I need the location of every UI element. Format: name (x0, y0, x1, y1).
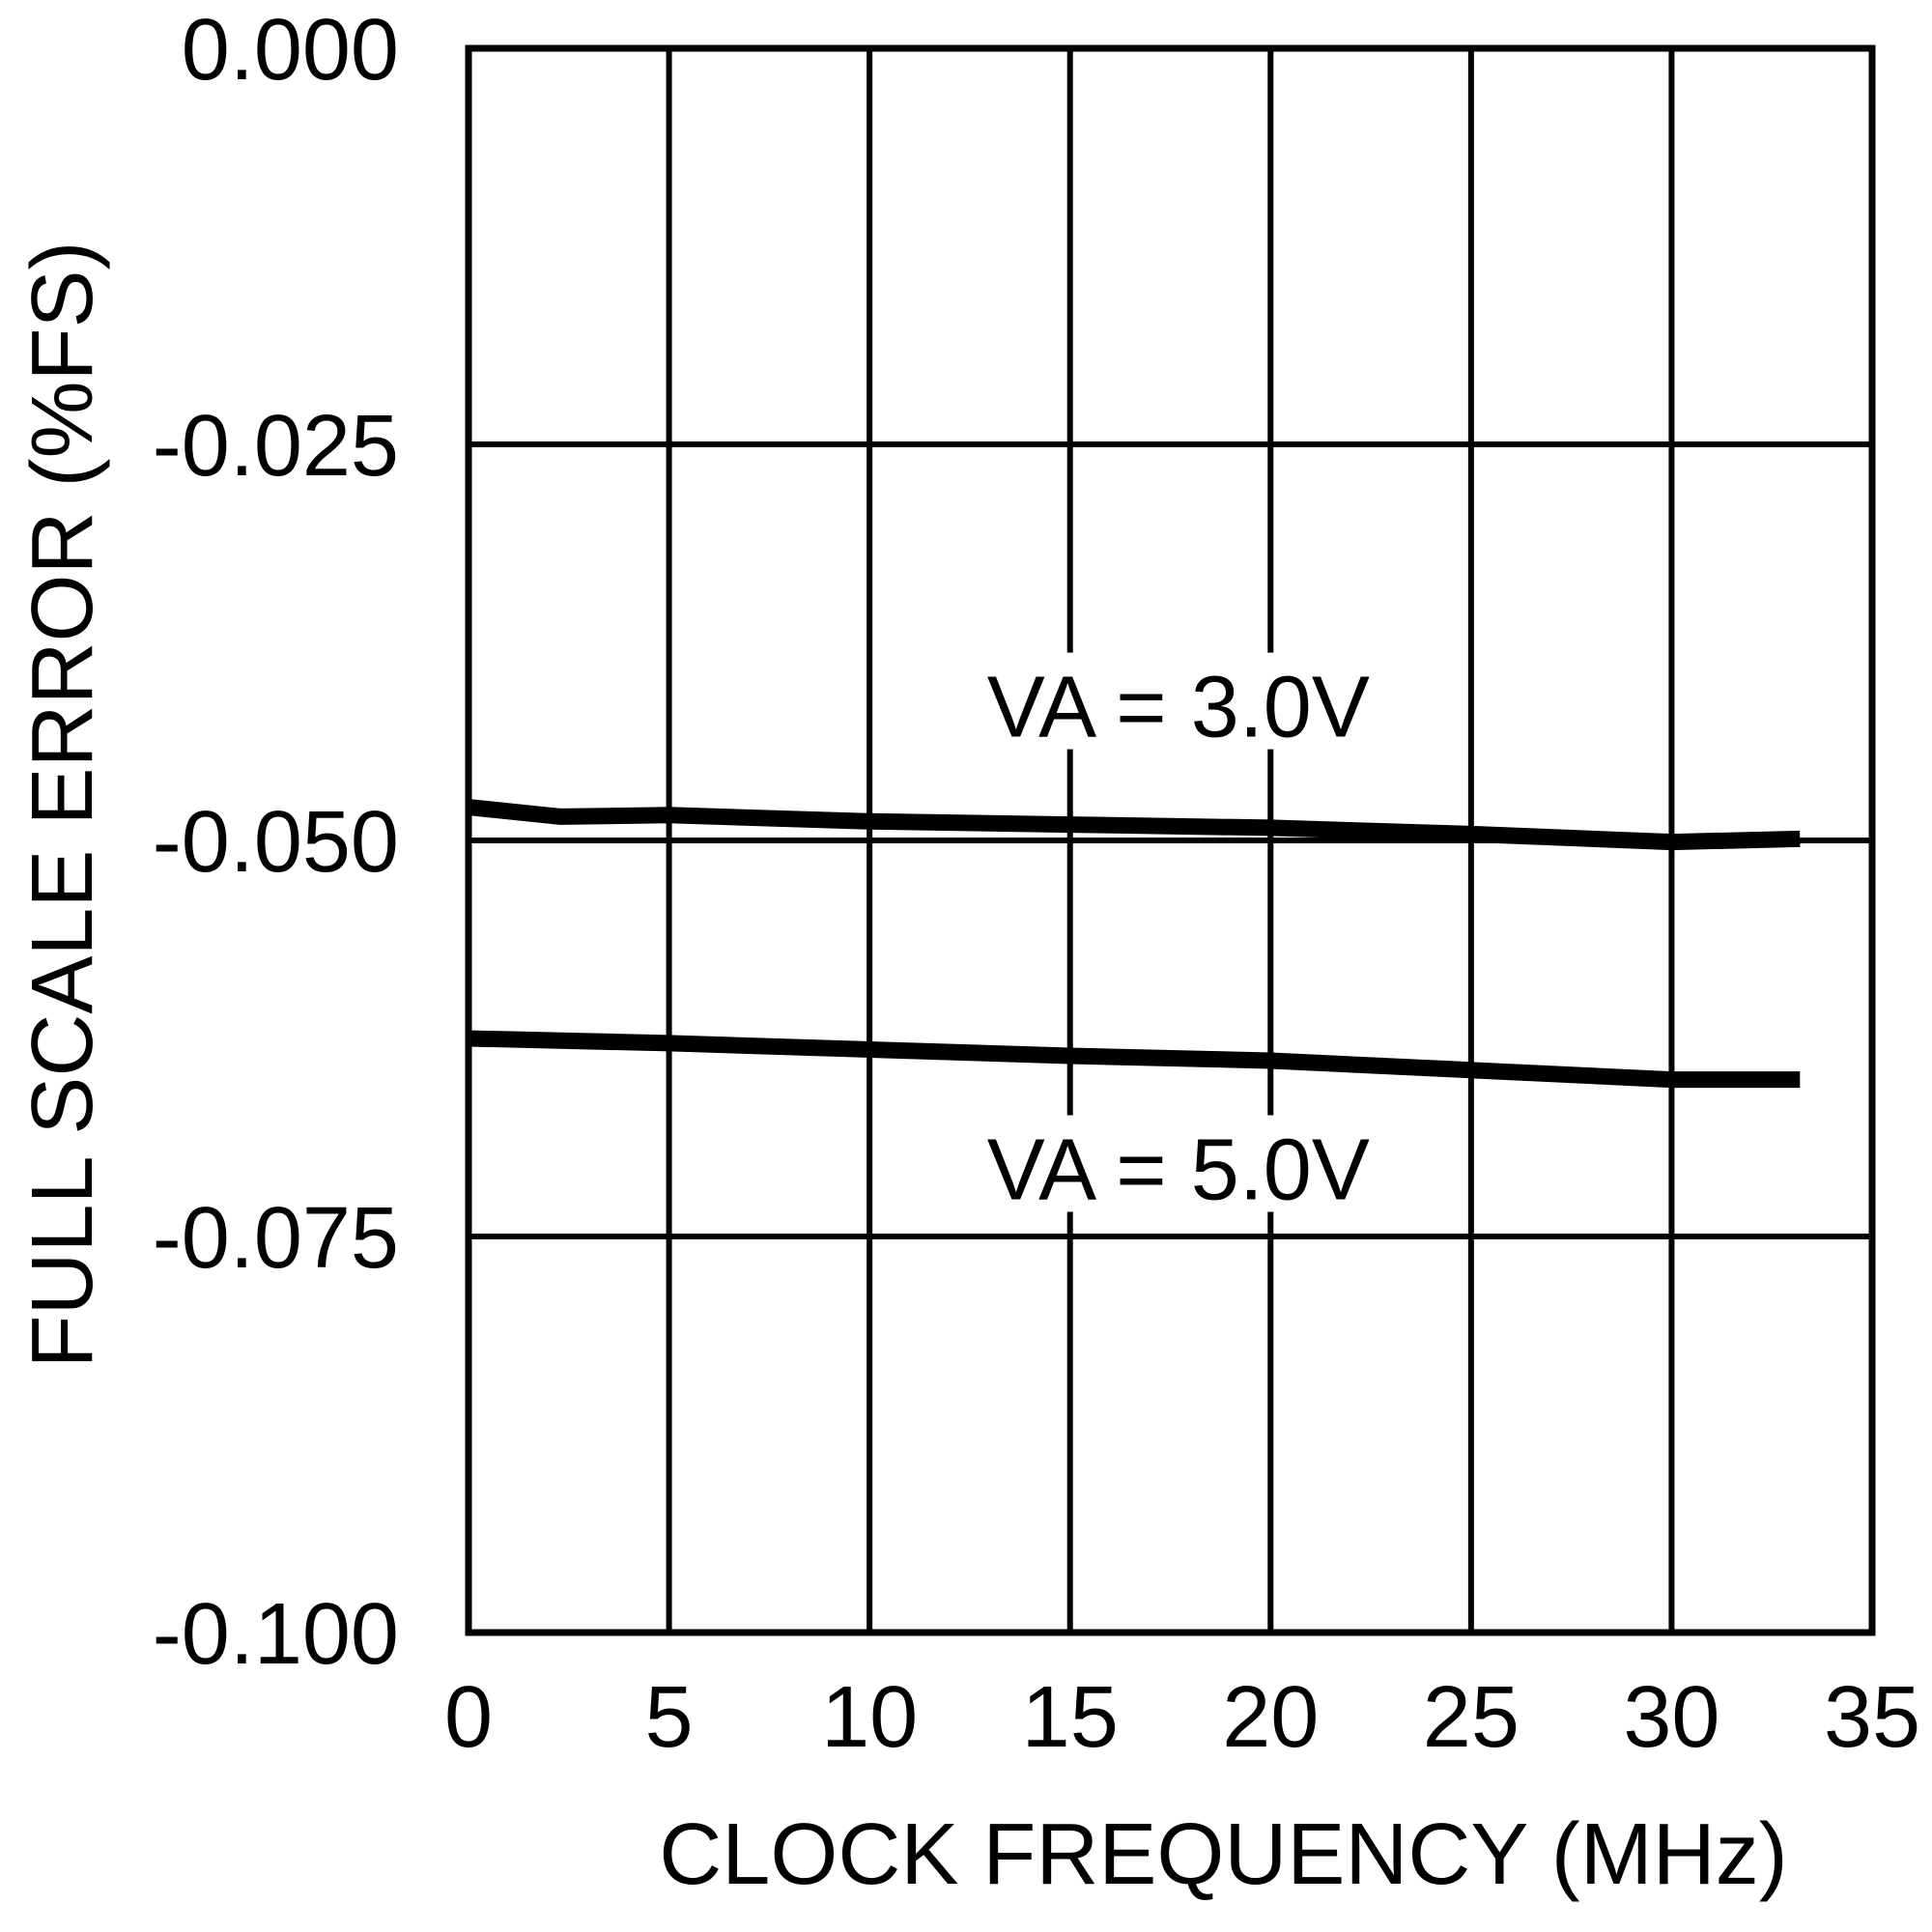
x-tick-label: 35 (1824, 1669, 1920, 1766)
annotations: VA = 3.0V VA = 5.0V (970, 652, 1386, 1218)
series-line-va-3v (468, 799, 1801, 851)
series-line-va-5v (468, 1030, 1801, 1089)
annotation-background (970, 1115, 1386, 1212)
y-tick-label: -0.050 (153, 794, 399, 891)
plot-frame (465, 44, 1876, 1636)
y-tick-label: 0.000 (182, 2, 399, 99)
x-tick-label: 10 (821, 1669, 918, 1766)
y-tick-label: -0.100 (153, 1586, 399, 1683)
y-tick-label: -0.075 (153, 1190, 399, 1287)
annotation-label: VA = 5.0V (987, 1122, 1370, 1218)
x-tick-label: 25 (1423, 1669, 1520, 1766)
x-axis-title: CLOCK FREQUENCY (MHz) (659, 1806, 1787, 1903)
x-tick-label: 30 (1623, 1669, 1719, 1766)
y-axis-ticks: 0.000 -0.025 -0.050 -0.075 -0.100 (153, 2, 399, 1683)
annotation-label: VA = 3.0V (987, 660, 1370, 756)
x-tick-label: 5 (645, 1669, 694, 1766)
y-tick-label: -0.025 (153, 398, 399, 495)
x-axis-ticks: 0 5 10 15 20 25 30 35 (444, 1669, 1920, 1766)
annotation-background (970, 652, 1386, 750)
x-tick-label: 20 (1222, 1669, 1319, 1766)
series-lines (468, 799, 1801, 1089)
y-axis-title: FULL SCALE ERROR (%FS) (14, 242, 111, 1369)
x-tick-label: 15 (1022, 1669, 1119, 1766)
x-tick-label: 0 (444, 1669, 493, 1766)
